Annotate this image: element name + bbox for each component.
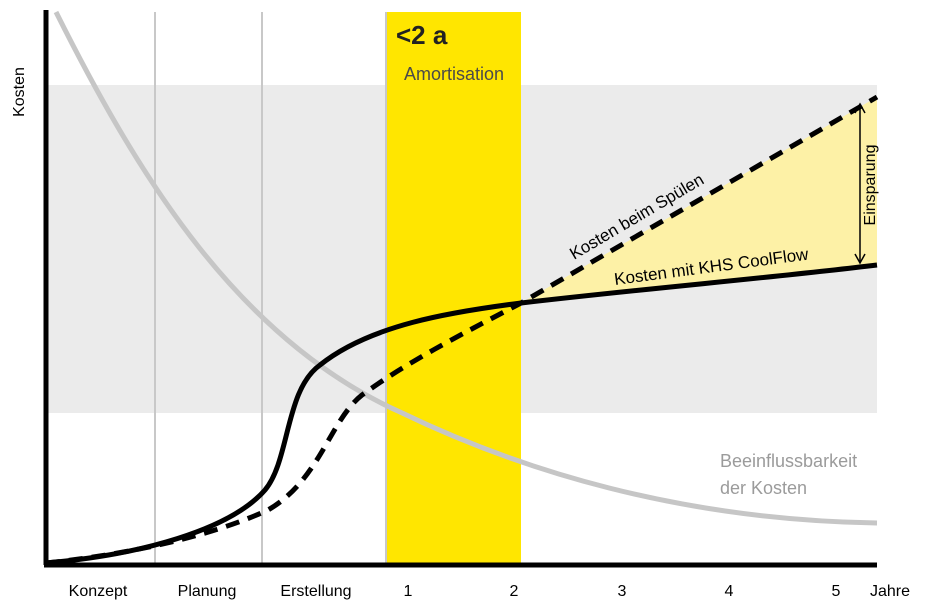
influence-label: Beeinflussbarkeit xyxy=(720,451,857,471)
influence-label: der Kosten xyxy=(720,478,807,498)
x-tick-label: Konzept xyxy=(69,583,128,600)
x-axis-unit-label: Jahre xyxy=(870,583,910,600)
payback-title: <2 a xyxy=(396,20,448,50)
influence-curve xyxy=(53,10,878,526)
savings-label: Einsparung xyxy=(862,145,879,226)
x-tick-label: 4 xyxy=(725,583,734,600)
x-tick-label: 2 xyxy=(510,583,519,600)
grid-layer xyxy=(154,12,387,565)
x-tick-label: 1 xyxy=(404,583,413,600)
x-tick-label: 3 xyxy=(618,583,627,600)
series-layer xyxy=(45,10,879,566)
x-tick-label: Erstellung xyxy=(280,583,351,600)
x-tick-label: 5 xyxy=(832,583,841,600)
label-layer: Kosten Konzept Planung Erstellung 1 2 3 4 5 Jahre… xyxy=(11,20,910,600)
y-axis-label: Kosten xyxy=(11,67,28,117)
payback-highlight xyxy=(386,12,521,565)
savings-arrow-head-top xyxy=(854,102,866,114)
payback-subtitle: Amortisation xyxy=(404,64,504,84)
series-line-solid xyxy=(45,262,878,566)
x-tick-label: Planung xyxy=(178,583,237,600)
savings-arrow-head-bottom xyxy=(854,253,866,265)
axis-layer xyxy=(43,10,877,568)
